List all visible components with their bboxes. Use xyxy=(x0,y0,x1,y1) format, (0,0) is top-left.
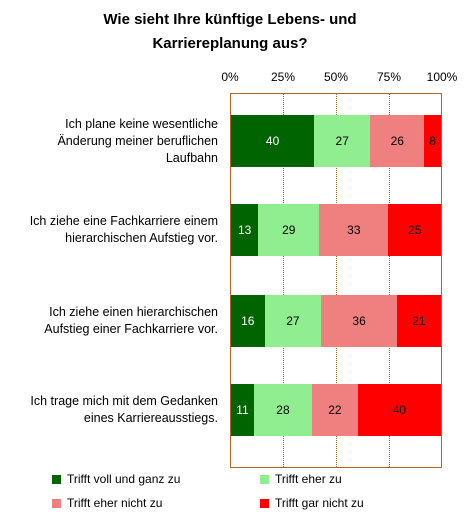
data-label: 36 xyxy=(352,314,366,328)
bar-segment: 21 xyxy=(396,295,441,347)
legend-label: Trifft gar nicht zu xyxy=(275,496,364,510)
x-tick-label: 25% xyxy=(270,70,296,84)
stacked-bar: 11 28 22 40 xyxy=(231,384,441,436)
chart-title: Wie sieht Ihre künftige Lebens- und Karr… xyxy=(60,8,400,56)
legend-item: Trifft gar nicht zu xyxy=(260,496,364,510)
legend-label: Trifft eher zu xyxy=(275,472,342,486)
stacked-bar: 13 29 33 25 xyxy=(231,204,441,256)
data-label: 22 xyxy=(328,403,342,417)
category-label-line: Ich ziehe eine Fachkarriere einem xyxy=(29,214,218,228)
legend-label: Trifft eher nicht zu xyxy=(67,496,163,510)
data-label: 33 xyxy=(347,223,361,237)
data-label: 26 xyxy=(390,134,404,148)
category-label: Ich ziehe eine Fachkarriere einem hierarc… xyxy=(0,213,218,247)
x-tick-label: 100% xyxy=(426,70,458,84)
category-label: Ich ziehe einen hierarchischen Aufstieg e… xyxy=(0,304,218,338)
bar-segment: 27 xyxy=(314,115,371,167)
legend-swatch xyxy=(52,498,61,508)
data-label: 8 xyxy=(429,134,436,148)
category-label: Ich trage mich mit dem Gedanken eines Kar… xyxy=(0,393,218,427)
legend-swatch xyxy=(260,474,269,484)
legend-item: Trifft voll und ganz zu xyxy=(52,472,180,486)
data-label: 11 xyxy=(236,403,249,417)
data-label: 25 xyxy=(408,223,422,237)
bar-segment: 40 xyxy=(357,384,441,436)
data-label: 40 xyxy=(392,403,407,417)
bar-segment: 28 xyxy=(253,384,313,436)
data-label: 27 xyxy=(335,134,349,148)
bar-segment: 16 xyxy=(231,295,265,347)
x-tick-label: 0% xyxy=(221,70,239,84)
bar-segment: 11 xyxy=(231,384,254,436)
gridline xyxy=(389,94,390,467)
data-label: 40 xyxy=(265,134,280,148)
category-label-line: Änderung meiner beruflichen xyxy=(57,133,218,148)
bar-segment: 29 xyxy=(258,204,320,256)
category-label-line: hierarchischen Aufstieg vor. xyxy=(65,231,218,245)
x-tick-label: 50% xyxy=(323,70,349,84)
data-label: 16 xyxy=(241,314,255,328)
legend-label: Trifft voll und ganz zu xyxy=(67,472,181,486)
category-label-line: eines Karriereausstiegs. xyxy=(83,411,218,425)
gridline xyxy=(283,94,284,467)
data-label: 29 xyxy=(282,223,296,237)
x-tick-label: 75% xyxy=(376,70,402,84)
bar-segment: 8 xyxy=(424,115,441,167)
data-label: 28 xyxy=(276,403,290,417)
data-label: 27 xyxy=(286,314,300,328)
legend-item: Trifft eher zu xyxy=(260,472,342,486)
category-label-line: Aufstieg einer Fachkarriere vor. xyxy=(44,322,218,336)
plot-area: 40 27 26 8 13 29 33 25 16 27 36 21 11 28 22 40 xyxy=(230,93,442,468)
bar-segment: 25 xyxy=(388,204,441,256)
bar-segment: 33 xyxy=(319,204,389,256)
data-label: 21 xyxy=(412,314,426,328)
data-label: 13 xyxy=(237,223,252,237)
category-label-line: Ich ziehe einen hierarchischen xyxy=(49,305,218,319)
bar-segment: 27 xyxy=(264,295,322,347)
category-label-line: Laufbahn xyxy=(165,150,218,165)
category-label-line: Ich trage mich mit dem Gedanken xyxy=(30,394,218,408)
legend-swatch xyxy=(52,474,61,484)
gridline xyxy=(336,94,337,467)
bar-segment: 22 xyxy=(312,384,358,436)
chart-title-line-2: Karriereplanung aus? xyxy=(152,35,308,52)
bar-segment: 40 xyxy=(231,115,315,167)
category-label: Ich plane keine wesentliche Änderung mein… xyxy=(0,116,218,167)
chart-title-line-1: Wie sieht Ihre künftige Lebens- und xyxy=(103,11,357,28)
legend-item: Trifft eher nicht zu xyxy=(52,496,162,510)
bar-segment: 36 xyxy=(321,295,397,347)
legend-swatch xyxy=(260,498,269,508)
stacked-bar: 16 27 36 21 xyxy=(231,295,441,347)
bar-segment: 26 xyxy=(370,115,425,167)
bar-segment: 13 xyxy=(231,204,259,256)
category-label-line: Ich plane keine wesentliche xyxy=(65,116,218,131)
stacked-bar: 40 27 26 8 xyxy=(231,115,441,167)
